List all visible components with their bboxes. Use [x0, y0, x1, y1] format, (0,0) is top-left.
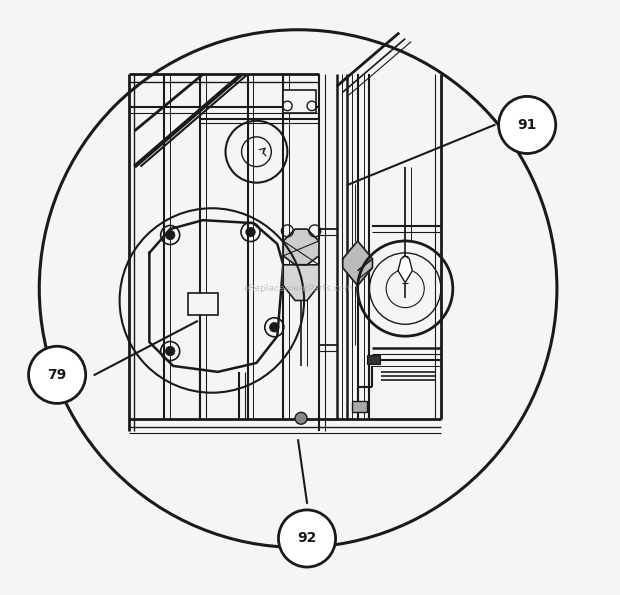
Polygon shape	[398, 256, 412, 283]
Text: 91: 91	[518, 118, 537, 132]
Circle shape	[295, 412, 307, 424]
Text: 79: 79	[48, 368, 67, 382]
Bar	[366, 355, 379, 364]
Circle shape	[166, 230, 175, 240]
Bar	[283, 90, 316, 113]
Circle shape	[166, 346, 175, 356]
Text: 92: 92	[298, 531, 317, 546]
Text: eReplacementParts.com: eReplacementParts.com	[243, 284, 353, 293]
Bar	[352, 401, 366, 412]
Bar	[188, 293, 218, 315]
Circle shape	[29, 346, 86, 403]
Circle shape	[270, 322, 279, 332]
Circle shape	[278, 510, 335, 567]
Circle shape	[246, 227, 255, 237]
Polygon shape	[283, 229, 319, 265]
Polygon shape	[283, 265, 319, 300]
Polygon shape	[343, 241, 373, 286]
Circle shape	[498, 96, 556, 154]
